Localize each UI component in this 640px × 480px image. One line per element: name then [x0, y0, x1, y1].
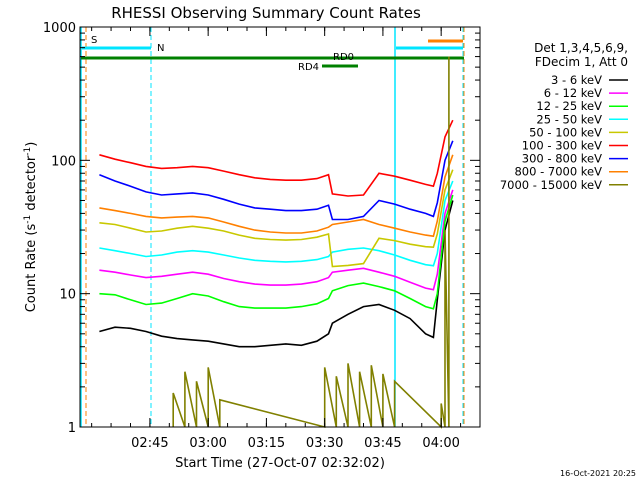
series-line-5 [99, 119, 454, 197]
legend-label: 3 - 6 keV [551, 73, 602, 87]
legend-label: 25 - 50 keV [536, 112, 602, 126]
series-line-3 [99, 180, 454, 267]
y-axis-label-main: Count Rate (s [24, 224, 39, 313]
generation-timestamp: 16-Oct-2021 20:25 [560, 469, 636, 478]
x-axis-label: Start Time (27-Oct-07 02:32:02) [175, 456, 385, 471]
series-layer [99, 56, 454, 429]
legend-label: 7000 - 15000 keV [500, 178, 602, 192]
x-tick-label: 02:45 [131, 436, 168, 451]
axes: 1 10 100 1000 02:45 03:00 03:15 03:30 03:45 04:00 [43, 21, 481, 451]
series-line-1 [99, 189, 454, 291]
legend: Det 1,3,4,5,6,9, FDecim 1, Att 0 3 - 6 k… [500, 41, 628, 192]
series-line-7 [99, 154, 454, 238]
legend-label: 300 - 800 keV [522, 152, 602, 166]
series-line-0 [99, 200, 454, 348]
legend-label: 100 - 300 keV [522, 139, 602, 153]
legend-label: 6 - 12 keV [544, 86, 602, 100]
plot-frame [79, 26, 481, 428]
saa-label: S [91, 35, 97, 46]
x-tick-label: 03:30 [306, 436, 343, 451]
x-tick-label: 03:00 [189, 436, 226, 451]
series-line-8 [172, 56, 450, 429]
x-tick-label: 03:15 [248, 436, 285, 451]
y-axis-label-sup1: -1 [23, 215, 33, 224]
y-tick-label: 1 [68, 421, 76, 436]
chart-title: RHESSI Observing Summary Count Rates [111, 4, 421, 22]
y-axis-label-mid: detector [24, 155, 39, 215]
y-axis-label-sup2: -1 [23, 147, 33, 156]
rd4-label: RD4 [298, 62, 319, 73]
y-tick-label: 10 [59, 288, 76, 303]
y-axis-label: Count Rate (s-1 detector-1) [23, 142, 39, 313]
series-line-2 [99, 194, 454, 310]
x-tick-label: 04:00 [422, 436, 459, 451]
rd0-label: RD0 [333, 52, 354, 63]
plot-decorations: S N RD0 RD4 [80, 27, 465, 427]
legend-label: 12 - 25 keV [536, 99, 602, 113]
legend-header-decimation: FDecim 1, Att 0 [535, 55, 628, 69]
legend-label: 50 - 100 keV [529, 125, 602, 139]
y-axis-label-end: ) [24, 142, 39, 147]
series-line-4 [99, 169, 454, 268]
legend-header-detectors: Det 1,3,4,5,6,9, [534, 41, 628, 55]
y-tick-label: 1000 [43, 21, 76, 36]
night-label: N [157, 43, 164, 54]
legend-label: 800 - 7000 keV [514, 165, 602, 179]
series-line-6 [99, 140, 454, 221]
x-tick-label: 03:45 [364, 436, 401, 451]
y-tick-label: 100 [51, 154, 76, 169]
